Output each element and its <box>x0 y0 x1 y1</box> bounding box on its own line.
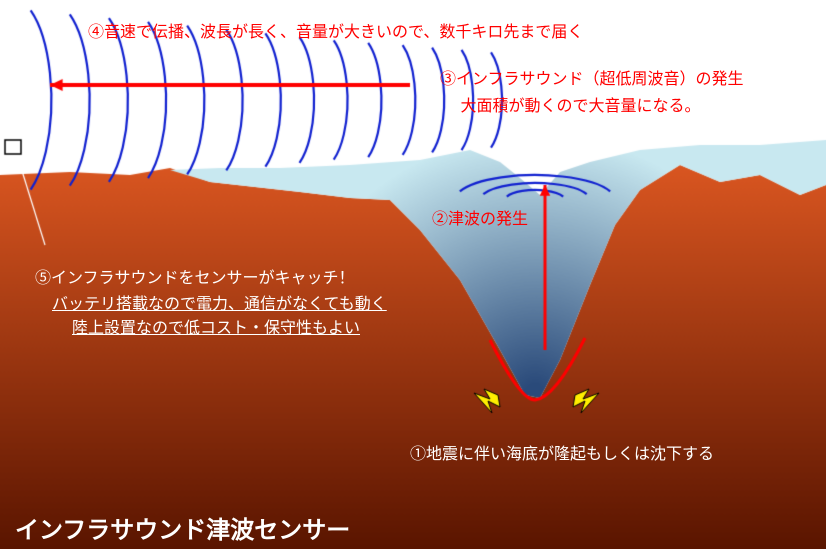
step2-label: ②津波の発生 <box>432 205 528 229</box>
step5b-label: バッテリ搭載なので電力、通信がなくても動く <box>52 290 387 314</box>
step3a-label: ③インフラサウンド（超低周波音）の発生 <box>440 65 744 89</box>
step4-label: ④音速で伝播、波長が長く、音量が大きいので、数千キロ先まで届く <box>88 18 583 42</box>
step5c-label: 陸上設置なので低コスト・保守性もよい <box>72 314 360 338</box>
step5a-label: ⑤インフラサウンドをセンサーがキャッチ！ <box>35 264 355 288</box>
step3b-label: 大面積が動くので大音量になる。 <box>440 92 700 116</box>
title-label: インフラサウンド津波センサー <box>15 510 350 545</box>
step1-label: ①地震に伴い海底が隆起もしくは沈下する <box>410 440 714 464</box>
